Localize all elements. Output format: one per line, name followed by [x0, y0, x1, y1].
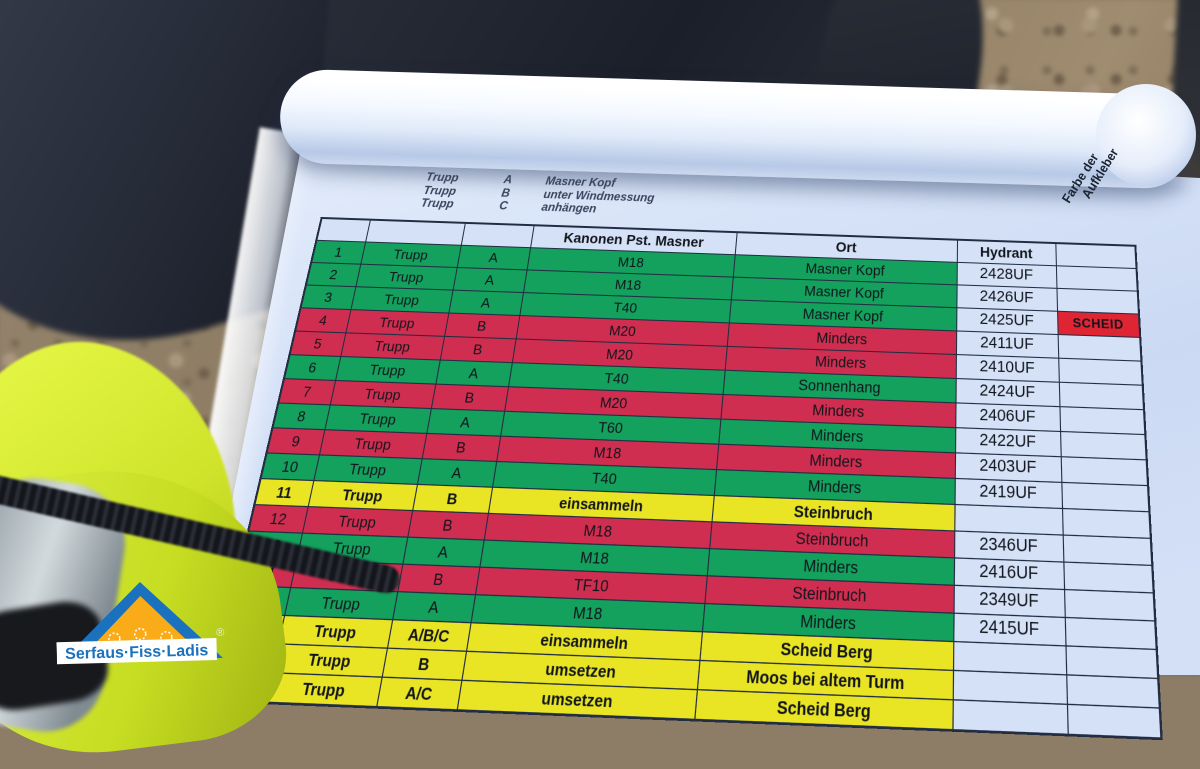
cell-nr: 9 [267, 427, 325, 454]
header-cell-hydrant: Hydrant [957, 239, 1056, 265]
cell-hydrant: 2411UF [956, 330, 1058, 357]
cell-farbe [1056, 265, 1138, 290]
cell-unit: Trupp [302, 506, 412, 537]
cell-nr: 10 [261, 452, 319, 480]
cell-unit: Trupp [278, 615, 392, 648]
cell-letter: A [435, 359, 512, 386]
header-cell-empty-letter [461, 222, 534, 247]
cell-unit: Trupp [272, 643, 387, 676]
cell-farbe [1062, 508, 1151, 538]
cell-hydrant: 2424UF [955, 378, 1059, 406]
cell-hydrant: 2346UF [954, 530, 1063, 561]
rolled-page-end [1096, 84, 1196, 186]
cell-letter: A/C [376, 676, 461, 709]
cell-farbe [1059, 406, 1145, 434]
cell-hydrant: 2406UF [955, 402, 1060, 431]
cell-farbe [1065, 617, 1157, 649]
cell-letter: B [431, 384, 508, 411]
cell-hydrant: 2403UF [955, 452, 1062, 482]
cell-farbe [1064, 589, 1155, 620]
cell-unit: Trupp [335, 356, 440, 384]
cell-nr: 3 [301, 284, 356, 309]
cell-nr: 8 [273, 402, 330, 429]
cannon-assignment-table: Kanonen Pst. Masner Ort Hydrant 1 Trupp … [207, 216, 1163, 739]
cell-farbe [1063, 561, 1153, 592]
cell-unit: Trupp [360, 241, 460, 267]
cell-farbe [1061, 456, 1148, 485]
cell-hydrant: 2415UF [953, 613, 1065, 646]
cell-letter: A [448, 290, 523, 315]
table-body: 1 Trupp A M18 Masner Kopf 2428UF 2 Trupp… [209, 240, 1162, 738]
cell-unit: Trupp [313, 454, 421, 483]
cell-letter: A [457, 245, 530, 270]
cell-hydrant [954, 504, 1062, 535]
serfaus-fiss-ladis-logo: Serfaus·Fiss·Ladis ® [55, 578, 227, 670]
cell-nr: 11 [255, 478, 314, 506]
header-cell-farbe-empty [1055, 243, 1136, 268]
cell-farbe [1065, 645, 1158, 678]
cell-farbe [1056, 288, 1139, 314]
cell-farbe: SCHEID [1057, 311, 1140, 337]
cell-unit: Trupp [324, 404, 430, 433]
cell-hydrant: 2410UF [956, 354, 1059, 382]
cell-letter: B [440, 336, 516, 362]
snow-cannon-plan: Trupp A Masner Kopf Trupp B unter Windme… [207, 169, 1160, 740]
cell-unit: Trupp [319, 429, 426, 458]
cell-hydrant [952, 699, 1067, 734]
cell-unit: Trupp [330, 380, 436, 408]
cell-farbe [1058, 334, 1142, 361]
cell-letter: A [426, 408, 504, 436]
cell-letter: A [453, 267, 527, 292]
cell-nr: 5 [290, 331, 346, 356]
cell-nr: 6 [284, 354, 340, 380]
cell-nr: 2 [306, 262, 360, 286]
cell-unit: Trupp [351, 286, 453, 312]
legend-unit: Trupp [419, 198, 500, 214]
cell-farbe [1063, 534, 1153, 564]
cell-letter: B [407, 510, 488, 539]
header-cell-empty-unit [365, 219, 465, 245]
cell-farbe [1059, 382, 1144, 409]
cell-farbe [1060, 431, 1147, 459]
cell-letter: A [417, 458, 496, 486]
cell-hydrant: 2416UF [954, 557, 1064, 589]
cell-nr: 1 [311, 240, 365, 264]
cell-hydrant [953, 641, 1066, 674]
cell-farbe [1066, 674, 1160, 707]
cell-nr: 4 [295, 307, 350, 332]
cell-letter: B [397, 564, 479, 594]
cell-unit: Trupp [265, 672, 382, 707]
cell-hydrant: 2349UF [953, 585, 1064, 617]
cell-letter: B [422, 433, 500, 461]
cell-unit: Trupp [356, 264, 457, 290]
cell-unit: Trupp [346, 309, 449, 336]
cell-letter: A [392, 591, 475, 622]
cell-letter: A [402, 536, 483, 566]
cell-hydrant: 2422UF [955, 427, 1061, 456]
cell-farbe [1058, 358, 1143, 385]
cell-letter: A/B/C [387, 619, 471, 651]
cell-nr: 12 [248, 504, 307, 533]
header-cell-empty-nr [316, 217, 370, 241]
cell-hydrant: 2419UF [955, 478, 1062, 508]
cell-nr: 7 [278, 378, 335, 404]
registered-mark: ® [216, 627, 224, 639]
cell-farbe [1061, 482, 1149, 511]
cell-unit: Trupp [308, 480, 417, 510]
legend-letter: C [498, 200, 542, 215]
cell-letter: B [444, 312, 519, 338]
cell-unit: Trupp [340, 332, 444, 359]
cell-letter: B [412, 484, 492, 513]
cell-farbe [1067, 704, 1162, 738]
